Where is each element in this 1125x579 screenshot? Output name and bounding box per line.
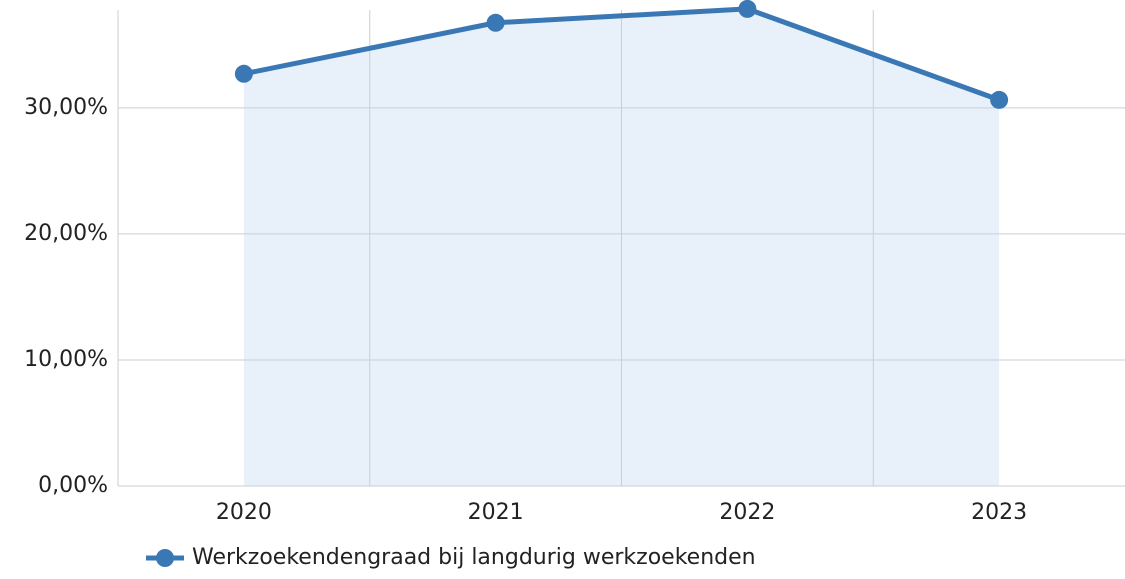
y-tick-label: 10,00% [24, 347, 108, 372]
x-tick-label: 2022 [719, 500, 775, 525]
point [234, 64, 253, 83]
point [486, 13, 505, 32]
legend-label: Werkzoekendengraad bij langdurig werkzoe… [192, 545, 756, 570]
legend: Werkzoekendengraad bij langdurig werkzoe… [146, 545, 756, 570]
line [243, 6, 1000, 103]
x-tick-label: 2023 [971, 500, 1027, 525]
x-tick-label: 2021 [468, 500, 524, 525]
y-tick-label: 30,00% [24, 95, 108, 120]
point [990, 90, 1009, 109]
point [738, 0, 757, 18]
legend-marker [156, 549, 174, 567]
x-tick-label: 2020 [216, 500, 272, 525]
y-tick-label: 0,00% [38, 473, 108, 498]
y-tick-label: 20,00% [24, 221, 108, 246]
